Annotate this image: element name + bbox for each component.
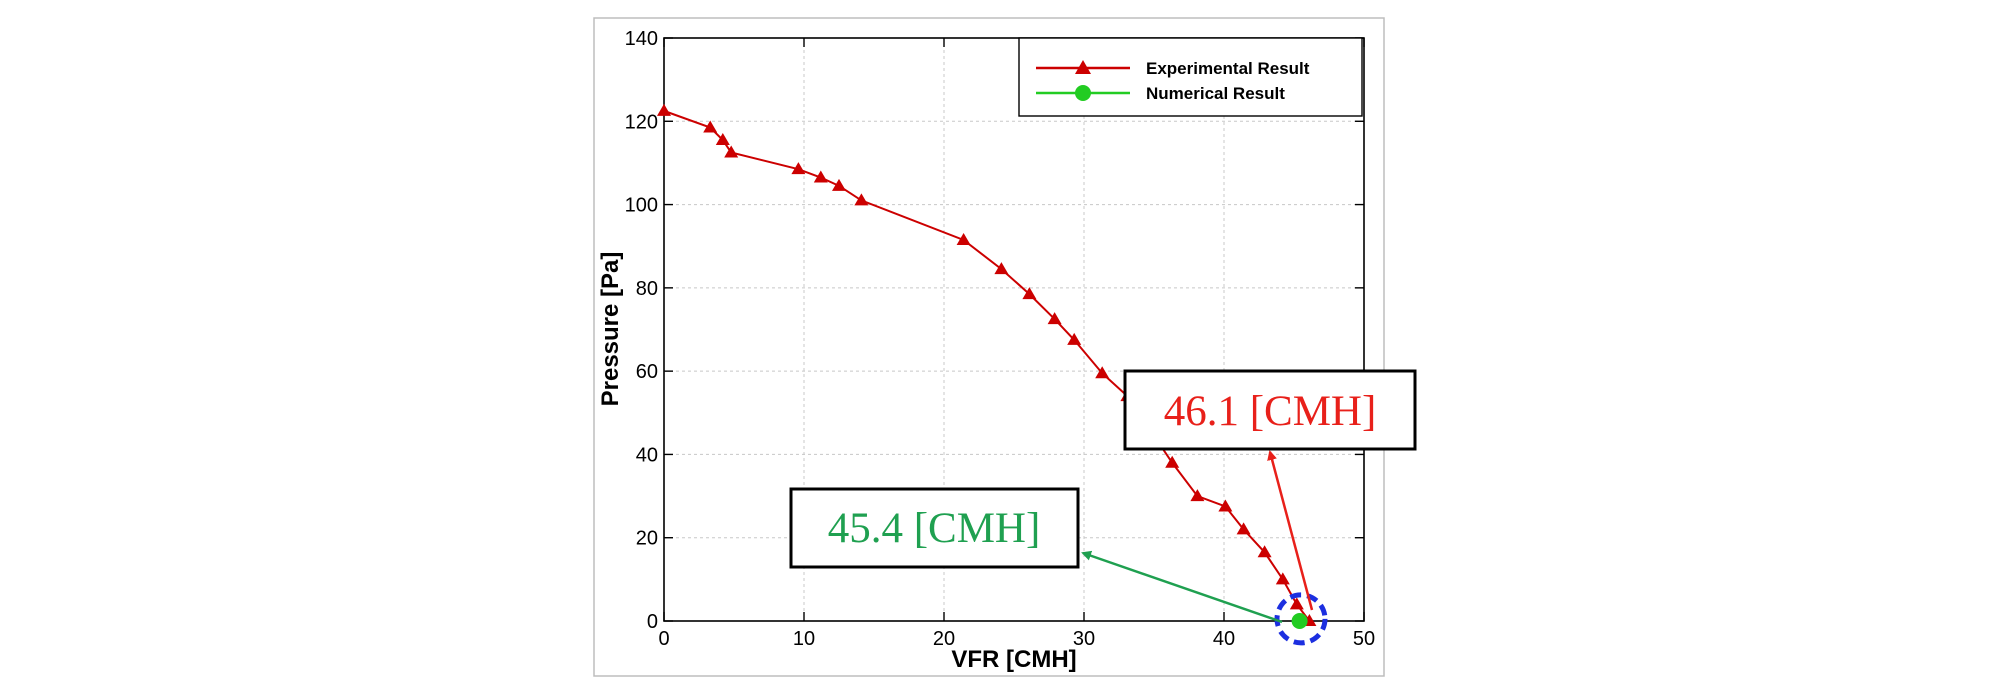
annotation-callout-numerical: 45.4 [CMH] — [789, 487, 1080, 569]
data-point — [724, 145, 739, 158]
data-point — [956, 232, 971, 245]
legend-label-numerical: Numerical Result — [1146, 84, 1285, 103]
data-point — [1275, 572, 1290, 585]
data-point — [1236, 522, 1251, 535]
legend-box — [1018, 37, 1363, 117]
data-point — [1257, 545, 1272, 558]
legend-label-experimental: Experimental Result — [1146, 59, 1310, 78]
x-tick-label: 0 — [658, 628, 669, 650]
annotation-callout-experimental: 46.1 [CMH] — [1123, 369, 1417, 451]
highlight-dashed-circle — [1274, 592, 1328, 646]
y-tick-label: 0 — [647, 611, 658, 633]
data-point — [657, 103, 671, 116]
data-point — [791, 162, 806, 175]
legend-swatch-numerical-marker — [1075, 85, 1091, 101]
data-point — [832, 178, 846, 191]
data-point — [1218, 499, 1233, 512]
callout-box-experimental — [1123, 369, 1417, 451]
callout-label-experimental: 46.1 [CMH] — [1164, 388, 1377, 435]
data-point — [1022, 287, 1037, 300]
callout-box-numerical — [789, 487, 1080, 569]
x-tick-label: 10 — [793, 628, 815, 650]
data-point — [1165, 455, 1180, 468]
data-point — [1190, 489, 1205, 502]
y-tick-label: 120 — [625, 111, 658, 133]
series-experimental-result — [657, 103, 1317, 626]
x-tick-label: 20 — [933, 628, 955, 650]
y-tick-label: 60 — [636, 361, 658, 383]
data-point — [854, 193, 869, 206]
y-tick-label: 40 — [636, 444, 658, 466]
data-point — [1291, 613, 1308, 629]
data-point — [1095, 366, 1110, 379]
callout-label-numerical: 45.4 [CMH] — [828, 505, 1041, 552]
series-numerical-result — [1291, 613, 1308, 629]
series-layer — [657, 103, 1317, 629]
y-axis-title: Pressure [Pa] — [597, 252, 624, 407]
x-tick-label: 30 — [1073, 628, 1095, 650]
data-point — [715, 133, 730, 146]
annotation-arrow-experimental — [1267, 450, 1314, 611]
data-point — [813, 170, 828, 183]
legend-swatch-experimental-marker — [1075, 60, 1091, 74]
data-point — [1067, 332, 1082, 345]
y-tick-label: 20 — [636, 528, 658, 550]
x-axis-title: VFR [CMH] — [951, 646, 1076, 673]
axis-ticks: 0 10 20 30 40 50 0 20 40 60 80 100 120 140 — [625, 28, 1376, 650]
legend: Experimental Result Numerical Result — [1018, 37, 1363, 117]
data-point — [703, 120, 718, 133]
data-point — [994, 262, 1009, 275]
y-tick-label: 100 — [625, 195, 658, 217]
x-tick-label: 50 — [1353, 628, 1375, 650]
y-tick-label: 80 — [636, 278, 658, 300]
y-tick-label: 140 — [625, 28, 658, 50]
x-tick-label: 40 — [1213, 628, 1235, 650]
data-point — [1289, 597, 1304, 610]
data-point — [1047, 312, 1062, 325]
annotation-arrow-numerical — [1081, 550, 1283, 624]
